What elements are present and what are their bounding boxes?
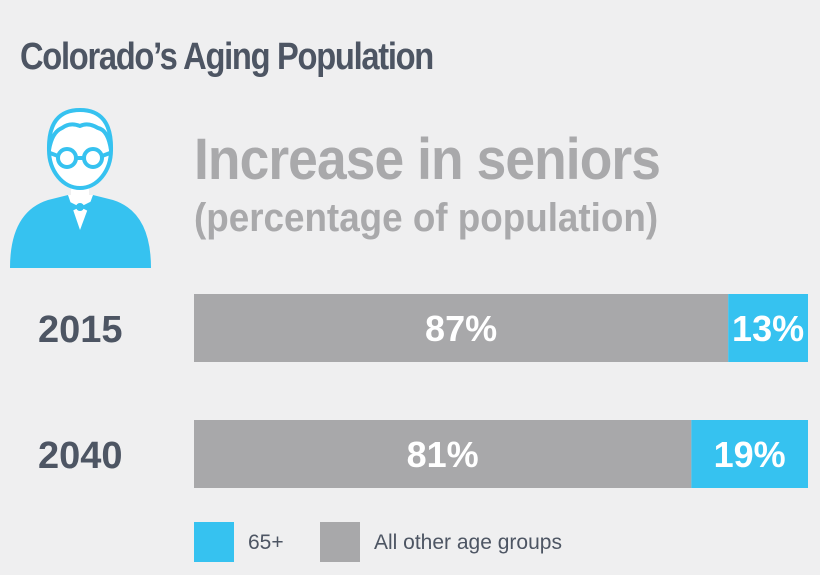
page-title: Colorado’s Aging Population bbox=[20, 36, 434, 78]
legend-swatch-other bbox=[320, 522, 360, 562]
bar-2040-65-plus bbox=[691, 420, 808, 488]
legend-label-other: All other age groups bbox=[374, 531, 562, 554]
bar-2015-65-plus bbox=[728, 294, 808, 362]
data-label-2015-65-plus: 13% bbox=[732, 308, 804, 349]
bar-2015-other bbox=[194, 294, 729, 362]
bar-2040-other bbox=[194, 420, 692, 488]
category-label-2040: 2040 bbox=[38, 435, 123, 477]
data-label-2015-other: 87% bbox=[425, 308, 497, 349]
data-label-2040-other: 81% bbox=[407, 434, 479, 475]
legend-swatch-65-plus bbox=[194, 522, 234, 562]
stacked-bar-chart: 2015 87% 13% 2040 81% 19% bbox=[38, 294, 808, 488]
chart-subtitle: (percentage of population) bbox=[194, 196, 659, 240]
legend-label-65-plus: 65+ bbox=[248, 531, 284, 554]
senior-person-icon bbox=[10, 108, 151, 268]
category-label-2015: 2015 bbox=[38, 309, 123, 351]
chart-title: Increase in seniors bbox=[194, 127, 661, 192]
data-label-2040-65-plus: 19% bbox=[714, 434, 786, 475]
